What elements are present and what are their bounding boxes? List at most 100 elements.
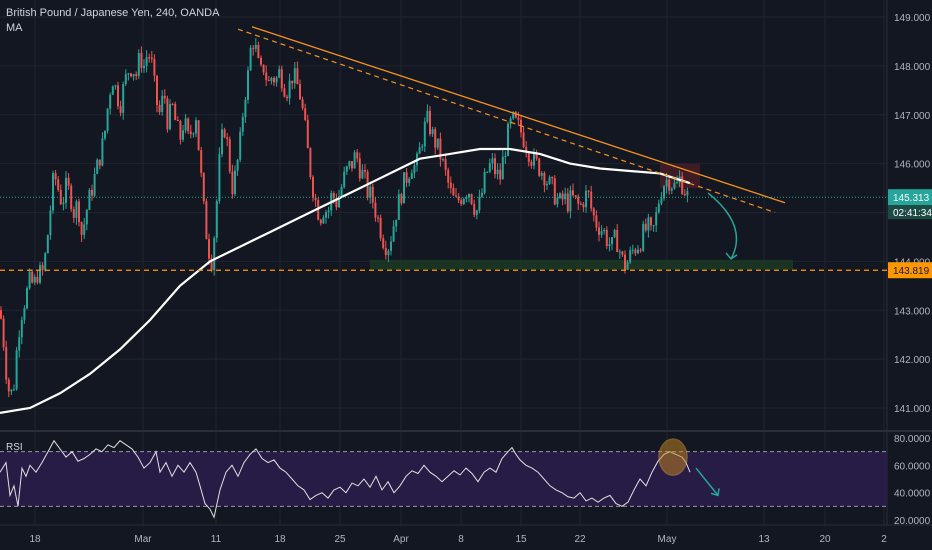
candle-body[interactable] (478, 196, 481, 211)
candle-body[interactable] (481, 192, 483, 197)
candle-body[interactable] (65, 177, 67, 203)
candle-body[interactable] (15, 350, 18, 390)
candle-body[interactable] (423, 121, 426, 147)
candle-body[interactable] (608, 244, 611, 247)
candle-body[interactable] (455, 195, 457, 197)
candle-body[interactable] (31, 271, 34, 283)
candle-body[interactable] (387, 250, 390, 255)
candle-body[interactable] (413, 165, 416, 174)
candle-body[interactable] (683, 194, 686, 196)
projection-arrow[interactable] (707, 192, 738, 260)
candle-body[interactable] (361, 169, 364, 179)
candle-body[interactable] (499, 169, 502, 180)
rsi-line[interactable] (0, 439, 691, 519)
candle-body[interactable] (507, 123, 509, 156)
candle-body[interactable] (41, 265, 44, 271)
candle-body[interactable] (561, 193, 564, 200)
candle-body[interactable] (174, 104, 177, 121)
candle-body[interactable] (80, 222, 83, 235)
candle-body[interactable] (247, 70, 249, 100)
candle-body[interactable] (468, 194, 470, 198)
candle-body[interactable] (293, 68, 296, 84)
candle-body[interactable] (621, 251, 624, 255)
candle-body[interactable] (132, 74, 135, 77)
candle-body[interactable] (166, 98, 169, 130)
candle-body[interactable] (605, 229, 608, 247)
candle-body[interactable] (486, 171, 489, 173)
candle-body[interactable] (52, 173, 54, 211)
candle-body[interactable] (642, 223, 645, 251)
candle-body[interactable] (254, 44, 257, 49)
candle-body[interactable] (335, 198, 338, 208)
candle-body[interactable] (509, 118, 512, 124)
candle-body[interactable] (353, 152, 356, 169)
candle-body[interactable] (410, 173, 413, 179)
candle-body[interactable] (208, 239, 210, 259)
candle-body[interactable] (657, 203, 660, 213)
candle-body[interactable] (244, 99, 247, 117)
candle-body[interactable] (618, 251, 621, 253)
candle-body[interactable] (163, 95, 166, 99)
candle-body[interactable] (78, 201, 80, 223)
candle-body[interactable] (639, 249, 642, 251)
candle-body[interactable] (44, 253, 47, 271)
ma-line[interactable] (0, 147, 691, 414)
candle-body[interactable] (634, 249, 637, 254)
candle-body[interactable] (96, 159, 99, 174)
candle-body[interactable] (582, 204, 585, 208)
candle-body[interactable] (374, 202, 377, 218)
candle-body[interactable] (249, 47, 252, 71)
candle-body[interactable] (291, 80, 294, 84)
candle-body[interactable] (429, 110, 431, 135)
candle-body[interactable] (179, 121, 182, 140)
candle-body[interactable] (260, 57, 262, 65)
candle-body[interactable] (286, 96, 288, 99)
candle-body[interactable] (234, 170, 236, 195)
candle-body[interactable] (218, 154, 221, 201)
candle-body[interactable] (418, 147, 421, 154)
candle-body[interactable] (673, 182, 676, 189)
candle-body[interactable] (574, 195, 577, 197)
rsi-arrow[interactable] (695, 467, 719, 496)
candle-body[interactable] (122, 84, 125, 113)
moving-average[interactable] (0, 147, 691, 414)
indicator-label[interactable]: MA (6, 22, 23, 34)
candle-body[interactable] (338, 196, 340, 208)
symbol-title[interactable]: British Pound / Japanese Yen, 240, OANDA (6, 7, 220, 19)
candle-body[interactable] (686, 191, 689, 196)
candle-body[interactable] (491, 158, 494, 164)
candle-body[interactable] (522, 132, 525, 148)
candle-body[interactable] (93, 173, 96, 196)
candle-body[interactable] (364, 169, 366, 172)
candle-body[interactable] (312, 177, 314, 198)
candle-body[interactable] (405, 172, 408, 183)
candle-body[interactable] (98, 159, 101, 166)
candle-body[interactable] (322, 217, 325, 224)
candle-body[interactable] (598, 227, 600, 235)
candle-body[interactable] (195, 120, 197, 134)
candle-body[interactable] (236, 159, 239, 171)
candle-body[interactable] (91, 189, 93, 196)
candle-body[interactable] (488, 163, 491, 172)
candle-body[interactable] (533, 152, 535, 166)
candle-body[interactable] (119, 106, 122, 113)
candle-body[interactable] (631, 249, 634, 251)
candle-body[interactable] (46, 235, 49, 254)
candle-body[interactable] (395, 219, 398, 227)
candle-body[interactable] (624, 254, 626, 270)
candle-body[interactable] (137, 53, 140, 77)
candle-body[interactable] (124, 74, 127, 85)
candle-body[interactable] (525, 147, 528, 153)
candle-body[interactable] (156, 75, 158, 106)
candle-body[interactable] (616, 229, 619, 252)
candle-body[interactable] (647, 217, 650, 231)
candle-body[interactable] (267, 79, 270, 81)
candle-body[interactable] (0, 310, 2, 319)
candle-body[interactable] (358, 158, 361, 179)
candle-body[interactable] (189, 131, 192, 135)
candle-body[interactable] (595, 215, 598, 228)
candle-body[interactable] (140, 53, 143, 68)
candle-body[interactable] (75, 201, 78, 218)
candle-body[interactable] (548, 176, 551, 184)
candle-body[interactable] (348, 161, 351, 167)
